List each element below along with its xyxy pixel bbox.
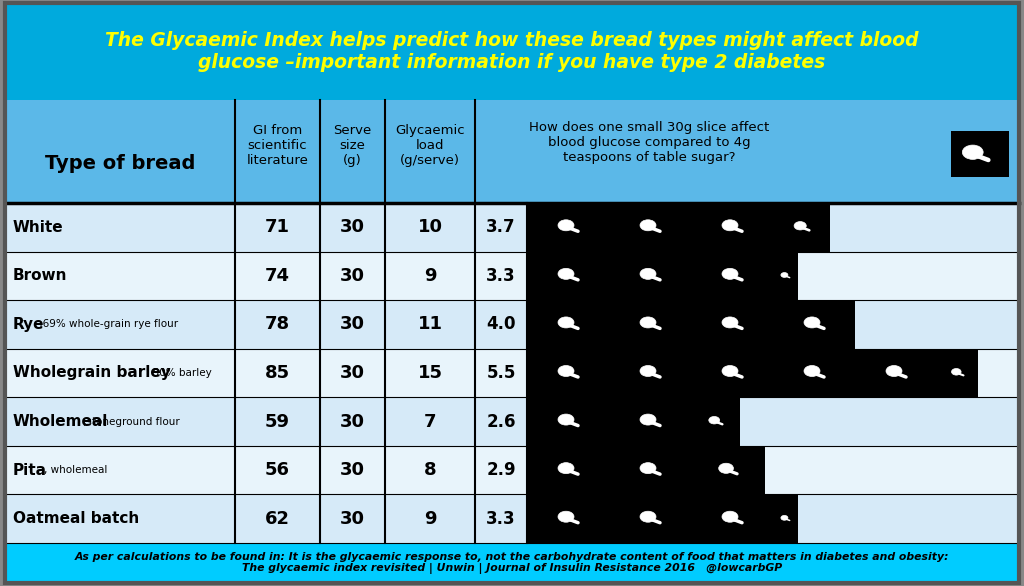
Text: 3.7: 3.7 [486,219,516,236]
Bar [951,131,1009,177]
Bar [5,203,1019,251]
Ellipse shape [722,511,738,522]
Bar [5,300,1019,349]
Ellipse shape [722,317,738,328]
Text: 3.3: 3.3 [486,510,516,528]
Text: 78: 78 [265,315,290,333]
Text: 59: 59 [265,413,290,431]
Text: 10: 10 [418,219,442,236]
Text: 30: 30 [340,510,365,528]
Text: 30: 30 [340,364,365,382]
Bar [527,495,798,543]
Ellipse shape [719,464,733,473]
Text: 11: 11 [418,315,442,333]
Ellipse shape [558,414,574,425]
Bar [5,100,1019,203]
Bar [5,349,1019,397]
Text: 15: 15 [418,364,442,382]
Text: Wholegrain barley: Wholegrain barley [13,366,171,380]
Bar [5,251,1019,300]
Bar [5,446,1019,495]
Text: Serve
size
(g): Serve size (g) [334,124,372,167]
Ellipse shape [722,366,738,376]
Text: 8: 8 [424,461,436,479]
Text: 9: 9 [424,267,436,285]
Text: Wholemeal: Wholemeal [13,414,109,429]
Text: 30: 30 [340,315,365,333]
Text: 9: 9 [424,510,436,528]
Text: 30: 30 [340,267,365,285]
Ellipse shape [558,511,574,522]
Ellipse shape [640,511,656,522]
Text: 30: 30 [340,219,365,236]
Ellipse shape [804,317,820,328]
Text: Glycaemic
load
(g/serve): Glycaemic load (g/serve) [395,124,465,167]
Ellipse shape [640,268,656,280]
Text: Oatmeal batch: Oatmeal batch [13,511,139,526]
Ellipse shape [951,369,962,375]
Bar [5,397,1019,446]
Text: 4.0: 4.0 [486,315,516,333]
Ellipse shape [640,462,656,473]
Text: 2.6: 2.6 [486,413,516,431]
Ellipse shape [781,272,787,277]
Ellipse shape [640,317,656,328]
Text: 62: 62 [265,510,290,528]
Text: , wholemeal: , wholemeal [44,465,108,475]
Bar [527,349,978,397]
Ellipse shape [709,417,720,424]
Text: Brown: Brown [13,268,68,284]
Ellipse shape [640,414,656,425]
Text: 56: 56 [265,461,290,479]
Text: , 50% barley: , 50% barley [145,368,211,378]
Ellipse shape [781,516,787,520]
Text: 30: 30 [340,413,365,431]
Text: 71: 71 [265,219,290,236]
Bar [5,495,1019,543]
Text: 2.9: 2.9 [486,461,516,479]
Text: White: White [13,220,63,235]
Text: Rye: Rye [13,317,44,332]
Ellipse shape [886,366,902,376]
Text: 3.3: 3.3 [486,267,516,285]
Ellipse shape [804,366,820,376]
Text: The Glycaemic Index helps predict how these bread types might affect blood
gluco: The Glycaemic Index helps predict how th… [105,31,919,72]
Ellipse shape [558,220,574,231]
Bar [527,251,798,300]
Ellipse shape [558,317,574,328]
Text: 7: 7 [424,413,436,431]
Text: 85: 85 [265,364,290,382]
Bar [527,203,830,251]
Bar [5,543,1019,583]
Ellipse shape [794,222,806,230]
Text: ,stoneground flour: ,stoneground flour [83,417,180,427]
Ellipse shape [640,366,656,376]
Ellipse shape [558,268,574,280]
Ellipse shape [558,366,574,376]
Ellipse shape [963,145,983,159]
Bar [5,3,1019,100]
Text: 5.5: 5.5 [486,364,516,382]
Ellipse shape [722,268,738,280]
Bar [527,446,765,495]
Text: ,69% whole-grain rye flour: ,69% whole-grain rye flour [37,319,178,329]
Ellipse shape [640,220,656,231]
Bar [527,397,740,446]
Text: 74: 74 [265,267,290,285]
Text: Type of bread: Type of bread [45,154,196,173]
Ellipse shape [558,462,574,473]
Text: As per calculations to be found in: It is the glycaemic response to, not the car: As per calculations to be found in: It i… [75,551,949,574]
Text: How does one small 30g slice affect
blood glucose compared to 4g
teaspoons of ta: How does one small 30g slice affect bloo… [529,121,769,163]
Bar [527,300,855,349]
Text: Pita: Pita [13,462,47,478]
Ellipse shape [722,220,738,231]
Text: GI from
scientific
literature: GI from scientific literature [247,124,308,167]
Text: 30: 30 [340,461,365,479]
